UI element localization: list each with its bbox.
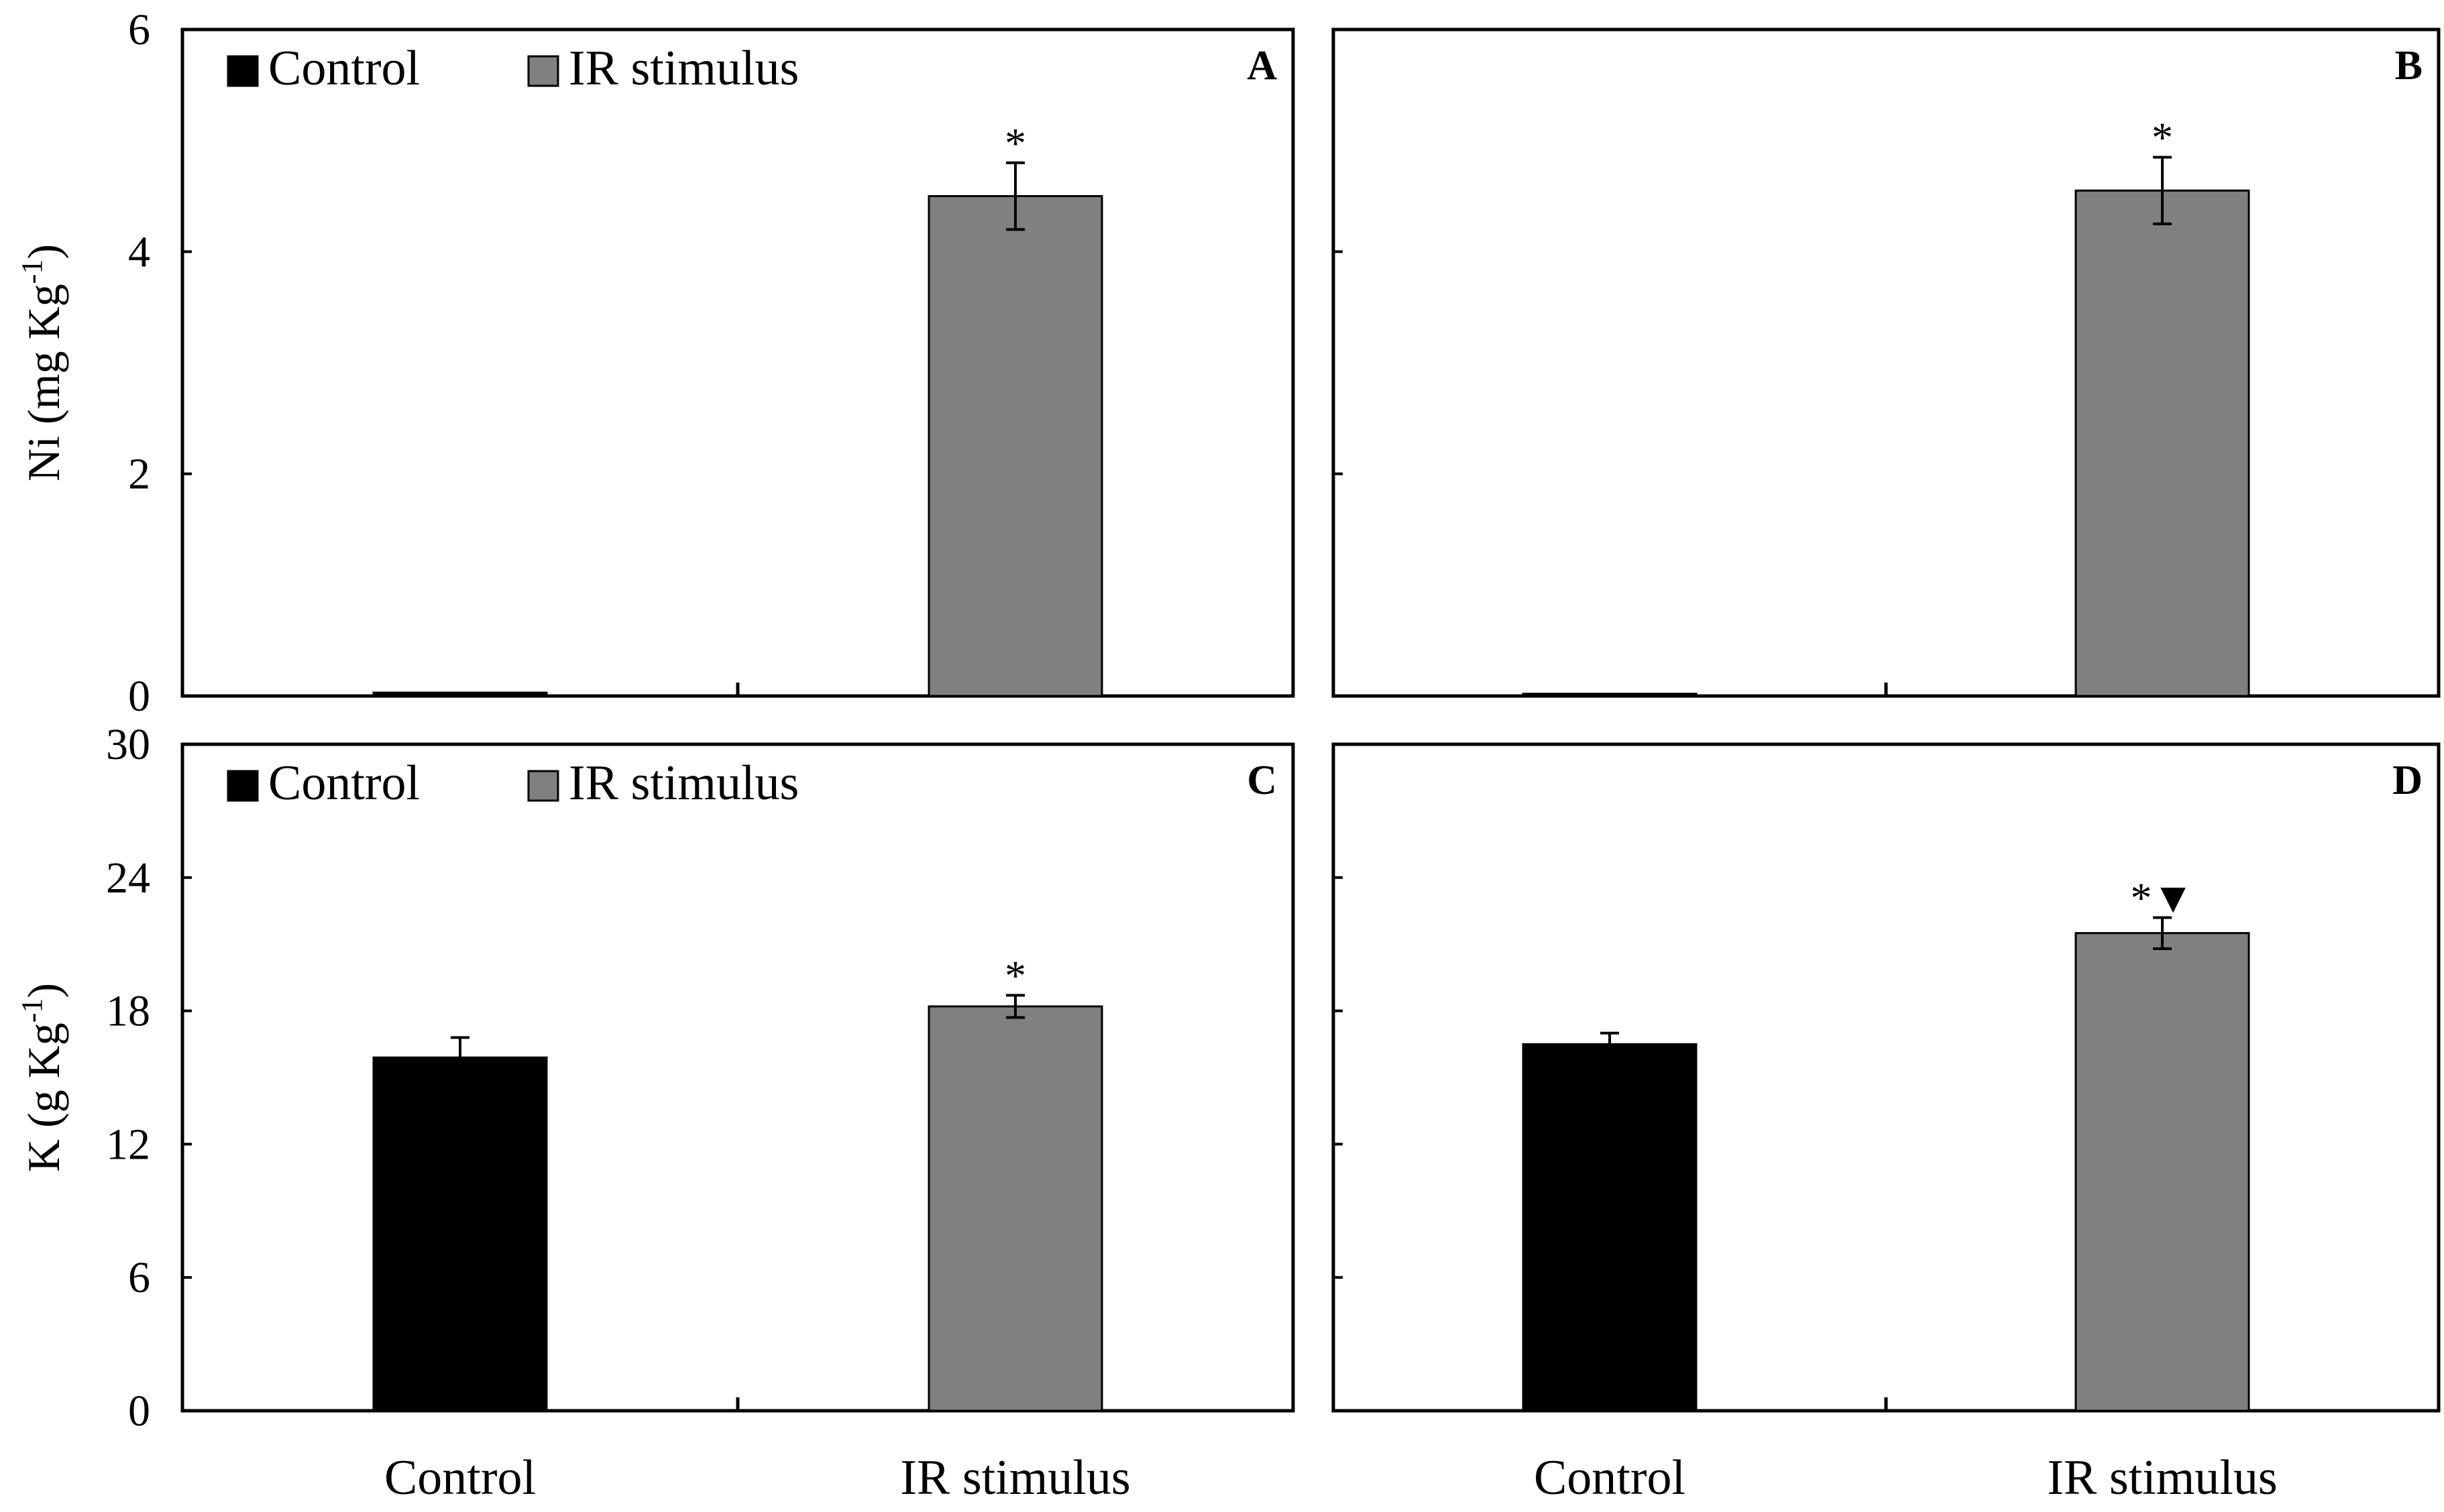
y-tick-label: 0 (128, 672, 150, 721)
bar-control (372, 1056, 548, 1412)
y-tick-label: 4 (128, 227, 150, 276)
legend-label-control: Control (268, 41, 420, 96)
significance-marker: * (2152, 114, 2173, 162)
bar-ir-stimulus (2074, 932, 2250, 1412)
y-tick-label: 2 (128, 450, 150, 499)
bar-ir-stimulus (2074, 189, 2250, 697)
legend-label-ir-stimulus: IR stimulus (569, 756, 799, 811)
y-tick-label: 18 (106, 987, 150, 1036)
y-axis-label-main: K (g Kg (18, 1023, 69, 1172)
legend-swatch-ir-stimulus (527, 55, 559, 87)
x-category-label: IR stimulus (2047, 1450, 2277, 1505)
legend-swatch-control (227, 770, 259, 802)
y-tick-label: 6 (128, 5, 150, 54)
x-category-label: Control (384, 1450, 536, 1505)
significance-marker: * (1005, 951, 1026, 999)
plot-frame (1331, 742, 2441, 1413)
bar-control (1522, 1043, 1698, 1412)
y-axis-label-main: Ni (mg Kg (18, 284, 69, 481)
significance-marker: * (1005, 119, 1026, 167)
y-axis-label: Ni (mg Kg-1) (15, 244, 69, 481)
plot-frame (1331, 27, 2441, 698)
y-axis-label-sup: -1 (15, 259, 48, 284)
y-tick-label: 12 (106, 1120, 150, 1169)
panel-b: *B (1331, 27, 2441, 698)
legend-label-ir-stimulus: IR stimulus (569, 41, 799, 96)
y-tick-label: 0 (128, 1387, 150, 1436)
plot-frame (180, 742, 1295, 1413)
bar-ir-stimulus (928, 1005, 1103, 1412)
panel-letter: B (2395, 43, 2423, 89)
panel-letter: D (2392, 758, 2423, 803)
y-axis-label-tail: ) (18, 983, 69, 998)
panel-c: 0 6 12 18 24 30 K (g Kg-1) * C Control IR stimulus (15, 720, 1295, 1436)
y-axis-label-sup: -1 (15, 998, 48, 1023)
x-category-label: Control (1534, 1450, 1685, 1505)
x-category-label: IR stimulus (900, 1450, 1130, 1505)
legend-swatch-control (227, 55, 259, 87)
significance-marker: *▼ (2130, 874, 2194, 921)
bar-ir-stimulus (928, 195, 1103, 697)
bar-control (372, 691, 548, 697)
y-tick-label: 30 (106, 720, 150, 769)
legend-label-control: Control (268, 756, 420, 811)
legend-swatch-ir-stimulus (527, 770, 559, 802)
plot-frame (180, 27, 1295, 698)
bar-control (1522, 693, 1698, 697)
y-axis-label: K (g Kg-1) (15, 983, 69, 1172)
y-tick-label: 24 (106, 854, 150, 903)
panel-letter: C (1247, 758, 1277, 803)
panel-d: *▼ D (1331, 742, 2441, 1413)
panel-a: 0 2 4 6 Ni (mg Kg-1) * A Control IR stimulus (15, 5, 1295, 721)
panel-letter: A (1247, 43, 1277, 89)
y-tick-label: 6 (128, 1253, 150, 1302)
y-axis-label-tail: ) (18, 244, 69, 259)
